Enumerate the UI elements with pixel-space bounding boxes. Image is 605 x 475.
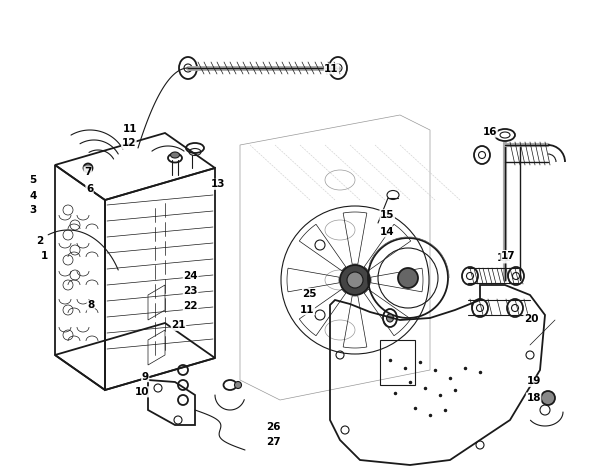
Ellipse shape — [347, 272, 363, 288]
Ellipse shape — [387, 314, 393, 322]
Text: 2: 2 — [36, 236, 44, 247]
Text: 18: 18 — [526, 393, 541, 403]
Text: 22: 22 — [183, 301, 198, 312]
Text: 19: 19 — [526, 376, 541, 387]
Text: 17: 17 — [501, 250, 515, 261]
Text: 3: 3 — [30, 205, 37, 216]
Text: 14: 14 — [380, 227, 394, 237]
Text: 21: 21 — [171, 320, 186, 331]
Ellipse shape — [235, 381, 241, 389]
Text: 9: 9 — [142, 371, 149, 382]
Ellipse shape — [541, 391, 555, 405]
Text: 11: 11 — [324, 64, 339, 74]
Text: 26: 26 — [266, 421, 281, 432]
Text: 20: 20 — [524, 314, 538, 324]
Text: 10: 10 — [135, 387, 149, 397]
Text: 27: 27 — [266, 437, 281, 447]
Text: 5: 5 — [30, 174, 37, 185]
Ellipse shape — [398, 268, 418, 288]
Text: 15: 15 — [380, 209, 394, 220]
Text: 24: 24 — [183, 271, 198, 282]
Text: 12: 12 — [122, 138, 136, 149]
Text: 11: 11 — [123, 124, 137, 134]
Text: 16: 16 — [483, 127, 497, 137]
Text: 1: 1 — [41, 250, 48, 261]
Text: 11: 11 — [497, 253, 511, 263]
Ellipse shape — [171, 152, 180, 158]
Text: 4: 4 — [30, 191, 37, 201]
Text: 11: 11 — [300, 304, 315, 315]
Ellipse shape — [340, 265, 370, 295]
Text: 8: 8 — [87, 300, 94, 311]
Text: 25: 25 — [302, 288, 317, 299]
Text: 6: 6 — [86, 184, 93, 194]
Text: 23: 23 — [183, 286, 198, 296]
Text: 7: 7 — [84, 167, 91, 177]
Text: 13: 13 — [211, 179, 225, 190]
Ellipse shape — [83, 163, 93, 172]
